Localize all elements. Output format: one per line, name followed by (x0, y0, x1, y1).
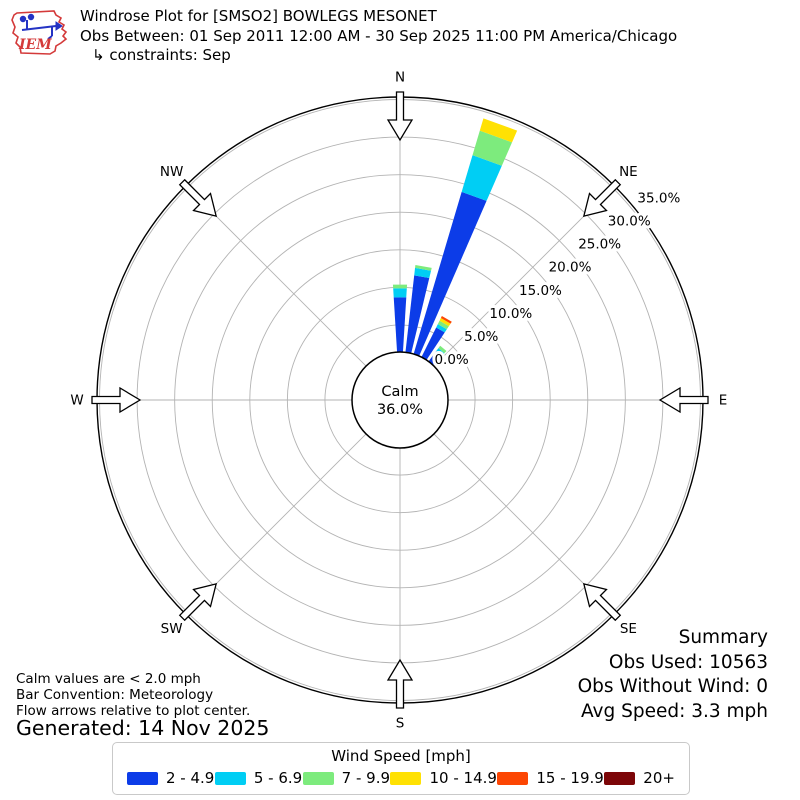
legend-entry: 2 - 4.9 (127, 769, 214, 787)
windrose-bar-segment (393, 288, 407, 298)
legend-swatch (497, 771, 529, 785)
obs-range: Obs Between: 01 Sep 2011 12:00 AM - 30 S… (80, 26, 678, 45)
ring-percent-label: 0.0% (434, 352, 468, 368)
flow-arrow (178, 178, 218, 218)
radial-spoke (185, 399, 401, 615)
flow-arrow (386, 658, 414, 709)
ring-percent-label: 10.0% (489, 306, 532, 322)
legend-swatch (214, 771, 246, 785)
header: Windrose Plot for [SMSO2] BOWLEGS MESONE… (80, 7, 677, 66)
legend-swatch (604, 771, 636, 785)
calm-label: Calm (381, 384, 418, 400)
flow-arrow (658, 386, 709, 414)
windrose-bar-segment (439, 318, 451, 327)
compass-label: S (396, 716, 405, 732)
windrose-bar-segment (472, 130, 513, 166)
compass-label: NE (619, 164, 638, 180)
summary-title: Summary (678, 627, 768, 648)
flow-arrow (582, 582, 622, 622)
windrose-bar-segment (404, 275, 430, 364)
compass-label: E (719, 393, 728, 409)
iem-logo: IEM (11, 10, 68, 55)
legend-label: 2 - 4.9 (166, 769, 215, 787)
compass-label: N (395, 70, 405, 86)
windrose-bar-segment (461, 155, 502, 201)
radial-spoke (185, 185, 401, 401)
windrose-bar-segment (436, 348, 445, 356)
legend-entry: 7 - 9.9 (302, 769, 391, 787)
legend-title: Wind Speed [mph] (331, 747, 471, 765)
legend-entry: 10 - 14.9 (390, 769, 497, 787)
calm-circle (351, 351, 449, 449)
note-convention: Bar Convention: Meteorology (16, 687, 214, 703)
compass-label: NW (160, 164, 183, 180)
flow-arrow (178, 582, 218, 622)
legend-entries: 2 - 4.9 5 - 6.9 7 - 9.9 10 - 14.9 15 - 19.9 2… (113, 765, 689, 787)
flow-arrow (91, 386, 142, 414)
ring-percent-label: 35.0% (637, 190, 680, 206)
windrose-bar-segment (414, 267, 432, 279)
note-arrows: Flow arrows relative to plot center. (16, 703, 251, 719)
legend-label: 5 - 6.9 (253, 769, 303, 787)
legend-label: 15 - 19.9 (536, 769, 604, 787)
windrose-bar-segment (438, 345, 447, 354)
generated-date: Generated: 14 Nov 2025 (16, 716, 270, 740)
summary-obs-used: Obs Used: 10563 (608, 651, 768, 673)
windrose-bar-segment (436, 324, 447, 333)
windrose-bar-segment (440, 316, 452, 324)
iem-logo-text: IEM (18, 37, 52, 53)
windrose-bar-segment (410, 191, 487, 366)
wind-speed-legend: Wind Speed [mph] 2 - 4.9 5 - 6.9 7 - 9.9 10… (112, 742, 690, 795)
ring-percent-label: 5.0% (464, 329, 498, 345)
iowa-outline (11, 10, 68, 55)
legend-entry: 15 - 19.9 (497, 769, 604, 787)
legend-swatch (302, 771, 334, 785)
compass-label: SW (161, 621, 183, 637)
calm-value: 36.0% (377, 402, 423, 418)
ring-percent-label: 15.0% (519, 283, 562, 299)
windrose-bar-segment (415, 264, 432, 271)
legend-label: 10 - 14.9 (429, 769, 497, 787)
summary-obs-without-wind: Obs Without Wind: 0 (577, 676, 768, 698)
radial-spoke (399, 185, 615, 401)
compass-label: W (70, 393, 83, 409)
compass-label: SE (620, 621, 637, 637)
summary-avg-speed: Avg Speed: 3.3 mph (580, 701, 768, 723)
ring-percent-label: 25.0% (578, 237, 621, 253)
summary-block: Summary Obs Used: 10563 Obs Without Wind… (578, 626, 768, 725)
windrose-bar-segment (479, 118, 518, 143)
plot-notes: Calm values are < 2.0 mph Bar Convention… (16, 671, 250, 719)
legend-label: 20+ (643, 769, 675, 787)
constraints-line: ↳ constraints: Sep (92, 46, 231, 64)
windrose-bar-segment (393, 297, 407, 363)
radial-spoke (399, 399, 615, 615)
legend-swatch (390, 771, 422, 785)
windrose-bar-segment (392, 284, 408, 289)
ring-percent-label: 20.0% (549, 260, 592, 276)
anemometer-icon (19, 13, 63, 40)
legend-entry: 20+ (604, 769, 675, 787)
legend-entry: 5 - 6.9 (214, 769, 303, 787)
flow-arrow (582, 178, 622, 218)
page-title: Windrose Plot for [SMSO2] BOWLEGS MESONE… (80, 7, 437, 25)
ring-percent-label: 30.0% (608, 213, 651, 229)
flow-arrow (386, 91, 414, 142)
legend-label: 7 - 9.9 (341, 769, 391, 787)
note-calm: Calm values are < 2.0 mph (16, 671, 201, 687)
windrose-bar-segment (437, 320, 449, 330)
legend-swatch (127, 771, 158, 785)
